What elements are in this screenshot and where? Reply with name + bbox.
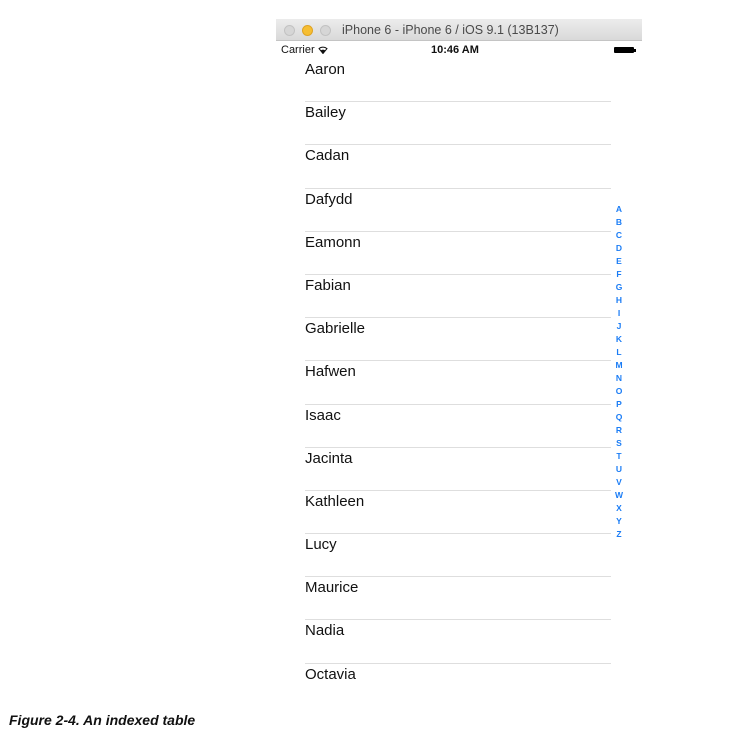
index-letter-q[interactable]: Q (615, 412, 623, 422)
minimize-window-button[interactable] (302, 25, 313, 36)
index-letter-m[interactable]: M (615, 360, 623, 370)
table-row[interactable]: Hafwen (276, 361, 642, 405)
row-separator (305, 360, 611, 362)
index-letter-c[interactable]: C (615, 230, 623, 240)
carrier-indicator: Carrier (281, 44, 328, 56)
battery-icon (614, 47, 636, 53)
wifi-icon (317, 45, 328, 54)
index-letter-l[interactable]: L (616, 347, 622, 357)
index-letter-e[interactable]: E (616, 256, 622, 266)
table-row[interactable]: Aaron (276, 59, 642, 103)
table-row[interactable]: Eamonn (276, 232, 642, 275)
index-letter-x[interactable]: X (616, 503, 622, 513)
row-separator (305, 403, 611, 405)
row-label: Cadan (305, 147, 350, 165)
index-letter-h[interactable]: H (615, 295, 623, 305)
index-letter-j[interactable]: J (616, 321, 622, 331)
index-letter-o[interactable]: O (615, 386, 623, 396)
row-separator (305, 619, 611, 621)
row-separator (305, 662, 611, 664)
index-letter-n[interactable]: N (615, 373, 623, 383)
row-separator (305, 187, 611, 189)
row-label: Eamonn (305, 233, 361, 251)
table-row[interactable]: Cadan (276, 145, 642, 189)
index-letter-p[interactable]: P (616, 399, 622, 409)
row-separator (305, 317, 611, 319)
row-separator (305, 230, 611, 232)
indexed-table: Aaron Bailey Cadan Dafydd Eamonn Fabian Gabrie… (276, 59, 642, 707)
status-bar: Carrier 10:46 AM (276, 41, 642, 59)
index-letter-g[interactable]: G (615, 282, 623, 292)
row-label: Maurice (305, 579, 359, 597)
index-letter-t[interactable]: T (616, 451, 622, 461)
row-label: Isaac (305, 406, 341, 424)
row-separator (305, 489, 611, 491)
zoom-window-button[interactable] (320, 25, 331, 36)
close-window-button[interactable] (284, 25, 295, 36)
row-label: Kathleen (305, 492, 365, 510)
row-label: Gabrielle (305, 320, 366, 338)
table-row[interactable]: Kathleen (276, 491, 642, 535)
table-row[interactable]: Jacinta (276, 448, 642, 491)
index-letter-s[interactable]: S (616, 438, 622, 448)
row-label: Nadia (305, 622, 345, 640)
table-row[interactable]: Dafydd (276, 189, 642, 232)
index-letter-a[interactable]: A (615, 204, 623, 214)
row-separator (305, 101, 611, 103)
index-letter-y[interactable]: Y (616, 516, 622, 526)
table-row[interactable]: Fabian (276, 275, 642, 319)
carrier-label: Carrier (281, 44, 315, 56)
row-separator (305, 273, 611, 275)
row-label: Lucy (305, 536, 337, 554)
table-row[interactable]: Isaac (276, 405, 642, 448)
figure-caption: Figure 2-4. An indexed table (9, 712, 196, 728)
index-letter-w[interactable]: W (614, 490, 624, 500)
index-letter-i[interactable]: I (617, 308, 621, 318)
row-label: Bailey (305, 104, 346, 122)
index-letter-r[interactable]: R (615, 425, 623, 435)
row-separator (305, 446, 611, 448)
row-label: Fabian (305, 276, 351, 294)
window-titlebar: iPhone 6 - iPhone 6 / iOS 9.1 (13B137) (276, 19, 642, 41)
window-title: iPhone 6 - iPhone 6 / iOS 9.1 (13B137) (342, 23, 559, 37)
row-label: Dafydd (305, 190, 353, 208)
index-letter-v[interactable]: V (616, 477, 622, 487)
index-letter-u[interactable]: U (615, 464, 623, 474)
table-row[interactable]: Lucy (276, 534, 642, 578)
table-row[interactable]: Maurice (276, 577, 642, 621)
status-time: 10:46 AM (431, 44, 479, 56)
row-label: Jacinta (305, 449, 353, 467)
index-letter-k[interactable]: K (615, 334, 623, 344)
row-label: Hafwen (305, 363, 356, 381)
row-label: Octavia (305, 665, 356, 683)
simulator-window: iPhone 6 - iPhone 6 / iOS 9.1 (13B137) C… (276, 19, 642, 705)
row-label: Aaron (305, 61, 346, 78)
table-row[interactable]: Gabrielle (276, 318, 642, 362)
row-separator (305, 144, 611, 146)
index-letter-z[interactable]: Z (616, 529, 622, 539)
index-letter-f[interactable]: F (616, 269, 622, 279)
index-letter-b[interactable]: B (615, 217, 623, 227)
table-row[interactable]: Octavia (276, 664, 642, 707)
table-row[interactable]: Bailey (276, 102, 642, 146)
row-separator (305, 576, 611, 578)
index-letter-d[interactable]: D (615, 243, 623, 253)
row-separator (305, 533, 611, 535)
table-row[interactable]: Nadia (276, 620, 642, 664)
